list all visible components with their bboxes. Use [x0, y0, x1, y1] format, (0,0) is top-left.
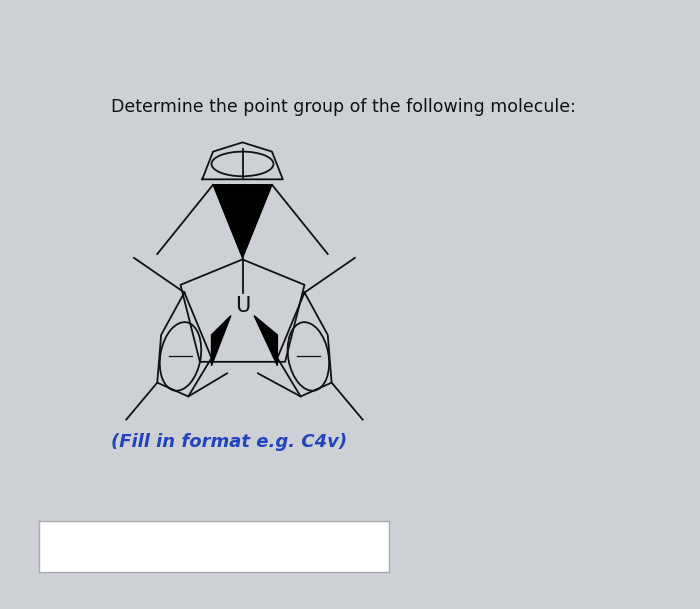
- Polygon shape: [211, 315, 231, 365]
- Text: U: U: [234, 297, 250, 317]
- Polygon shape: [254, 315, 277, 365]
- Polygon shape: [213, 185, 272, 258]
- Text: Determine the point group of the following molecule:: Determine the point group of the followi…: [111, 97, 575, 116]
- Text: (Fill in format e.g. C4v): (Fill in format e.g. C4v): [111, 434, 347, 451]
